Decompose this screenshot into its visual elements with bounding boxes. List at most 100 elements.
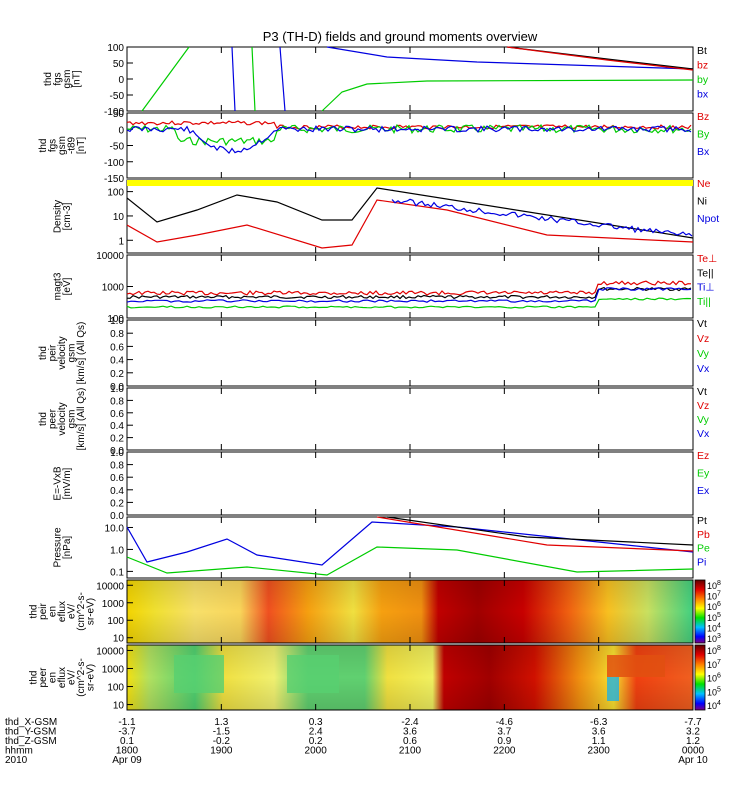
ytick-label: 1.0 [110,384,124,395]
ytick-label: 1.0 [110,316,124,327]
ytick-label: 1 [118,236,124,247]
ylabel-line: [km/s] (All Qs) [76,322,87,385]
x-axis-labels: thd_X-GSMthd_Y-GSMthd_Z-GSMhhmm2010-1.1-… [5,717,708,766]
ylabel-line: velocity [57,402,68,435]
series-ne [126,199,694,249]
ylabel-line: thd [29,605,40,619]
ylabel-line: en [48,672,59,683]
ytick-label: 10.0 [105,523,125,534]
colorbar-tick: 103 [707,633,721,644]
ylabel-line: fgs [52,72,63,85]
series-ti-perp [126,287,692,303]
ylabel-line: (cm^2-s- [76,592,87,631]
series-bx [126,125,692,155]
panel-frame [126,319,694,387]
legend-bz: bz [697,60,708,72]
ylabel-line: (cm^2-s- [76,658,87,697]
xaxis-tick-value: 2300 [588,746,611,757]
spectrogram-patch [287,655,339,693]
ylabel-line: velocity [57,336,68,369]
panel-frame [126,451,694,516]
xaxis-tick-value: -2.4 [401,717,419,728]
legend-Pb: Pb [697,529,710,541]
panel-frame [126,387,694,451]
xaxis-tick-value: -6.3 [590,717,608,728]
ytick-label: 100 [107,43,124,54]
ytick-label: 0.4 [110,421,124,432]
ylabel-line: thd [38,139,49,153]
xaxis-tick-value: 0.6 [403,736,417,747]
ylabel-line: thd [38,346,49,360]
ytick-label: 0.0 [110,446,124,457]
ylabel-line: gsm [62,70,73,89]
ytick-label: 1000 [102,599,125,610]
xaxis-tick-value: 1.3 [214,717,228,728]
xaxis-tick-value: -4.6 [496,717,514,728]
xaxis-tick-value: Apr 09 [112,755,142,766]
ytick-label: 0.6 [110,342,124,353]
legend-Te⊥: Te⊥ [697,253,717,265]
ytick-label: 0 [118,125,124,136]
panel-frame [126,179,694,254]
series-te-perp [126,280,692,296]
ytick-label: 100 [107,616,124,627]
ylabel-line: [mV/m] [62,467,73,499]
xaxis-tick-value: -1.5 [213,727,231,738]
ylabel-line: gsm [67,344,78,363]
ylabel-line: eV/ [67,670,78,685]
ylabel-line: thd [38,412,49,426]
legend-Bx: Bx [697,146,710,158]
ylabel-line: Pressure [52,527,63,567]
legend-Vz: Vz [697,400,709,412]
ytick-label: 1.0 [110,448,124,459]
xaxis-row-label: thd_X-GSM [5,717,57,728]
colorbar-tick: 107 [707,591,721,602]
series-pe [126,546,694,576]
legend-Ti⊥: Ti⊥ [697,282,715,294]
legend-Pi: Pi [697,556,706,568]
panel-8-ylabel: Pressure[nPa] [52,527,73,567]
ytick-label: -150 [104,174,124,185]
xaxis-row-label: 2010 [5,755,28,766]
ylabel-line: fgs [48,139,59,152]
colorbar-tick: 104 [707,700,721,711]
xaxis-tick-value: 0.2 [309,736,323,747]
ylabel-line: sr-eV) [86,598,97,625]
colorbar-tick: 104 [707,622,721,633]
ytick-label: 0.6 [110,473,124,484]
ylabel-line: E=-VxB [52,466,63,501]
legend-by: by [697,74,709,86]
series-bx [279,46,286,112]
legend-Ni: Ni [697,196,707,208]
legend-Vx: Vx [697,428,710,440]
xaxis-tick-value: 0000 [682,746,705,757]
xaxis-tick-value: 3.2 [686,727,700,738]
ytick-label: 100 [107,314,124,325]
legend-By: By [697,129,710,141]
legend-Ne: Ne [697,178,711,190]
legend-Vx: Vx [697,363,710,375]
ylabel-line: magt3 [52,272,63,300]
panel-frame [126,254,694,319]
panel-7-ylabel: E=-VxB[mV/m] [52,466,73,501]
ytick-label: 0.4 [110,356,124,367]
xaxis-tick-value: 2200 [493,746,516,757]
legend-Npot: Npot [697,213,719,225]
xaxis-row-label: thd_Z-GSM [5,736,57,747]
legend-Te||: Te|| [697,267,714,279]
colorbar [694,644,706,711]
ytick-label: 0 [118,75,124,86]
legend-Vt: Vt [697,386,707,398]
series-bz [506,46,694,71]
ytick-label: 0.6 [110,409,124,420]
ytick-label: 0.0 [110,382,124,393]
spectrogram-shade [127,580,693,643]
colorbar-tick: 106 [707,673,721,684]
ytick-label: 0.2 [110,434,124,445]
ytick-label: 10000 [96,646,124,657]
xaxis-tick-value: 1800 [116,746,139,757]
